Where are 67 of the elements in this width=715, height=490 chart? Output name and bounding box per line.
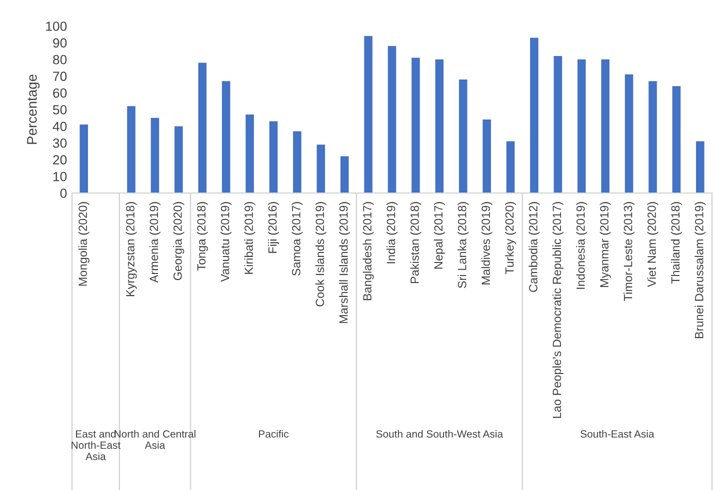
x-tick-label: Kiribati (2019) <box>244 202 256 274</box>
x-tick-label: Myanmar (2019) <box>600 202 611 287</box>
x-tick-label: Mongolia (2020) <box>78 202 90 286</box>
y-tick-label: 40 <box>52 122 67 132</box>
bar <box>577 59 586 193</box>
bar <box>672 86 681 193</box>
x-tick-label: Timor-Leste (2013) <box>624 202 635 301</box>
x-tick-label: Lao People's Democratic Republic (2017) <box>552 202 564 418</box>
bar <box>198 62 207 193</box>
text: Pacific <box>258 430 289 438</box>
bar <box>150 118 160 193</box>
x-tick-label: Cook Islands (2019) <box>315 202 326 306</box>
bar <box>412 58 420 193</box>
y-tick-label: 10 <box>53 172 67 182</box>
bar <box>293 131 302 193</box>
x-tick-label: Kyrgyzstan (2018) <box>126 202 137 296</box>
x-tick-label: Vanuatu (2019) <box>220 202 232 282</box>
y-tick-label: 20 <box>53 155 67 165</box>
x-tick-label: India (2019) <box>386 202 398 264</box>
bar <box>388 46 396 193</box>
bar <box>246 114 254 193</box>
x-tick-label: Cambodia (2012) <box>528 202 540 292</box>
x-tick-label: Pakistan (2018) <box>410 202 422 284</box>
bar <box>696 141 704 193</box>
bar <box>601 59 610 193</box>
x-tick-label: Georgia (2020) <box>173 202 184 280</box>
x-tick-label: Indonesia (2019) <box>576 202 588 289</box>
y-tick-label: 90 <box>53 38 67 48</box>
bar <box>435 59 444 193</box>
bar <box>648 81 657 193</box>
bar <box>174 126 183 193</box>
text: South-East Asia <box>580 430 654 438</box>
x-tick-label: Turkey (2020) <box>505 202 516 274</box>
bar <box>624 74 634 193</box>
bar <box>80 124 88 193</box>
y-tick-label: 80 <box>53 54 67 64</box>
x-tick-label: Brunei Darussalam (2019) <box>694 202 706 338</box>
bar <box>316 144 326 193</box>
y-axis-title: Percentage <box>27 74 40 144</box>
x-tick-label: Nepal (2017) <box>434 202 445 269</box>
y-tick-label: 70 <box>53 72 67 82</box>
bar <box>269 121 278 193</box>
bar <box>340 156 349 193</box>
y-tick-label: 100 <box>46 22 67 31</box>
text: South and South-West Asia <box>376 430 504 438</box>
bar <box>530 38 538 193</box>
y-tick-label: 60 <box>53 88 67 98</box>
y-tick-label: 50 <box>52 105 67 114</box>
x-tick-label: Bangladesh (2017) <box>362 202 374 300</box>
bar <box>554 56 562 193</box>
y-tick-label: 0 <box>60 188 67 198</box>
bar <box>482 120 491 193</box>
x-tick-label: Samoa (2017) <box>292 202 303 276</box>
y-tick-label: 30 <box>52 138 67 148</box>
bar <box>458 79 468 193</box>
bar <box>127 106 136 193</box>
bar <box>364 36 372 193</box>
x-tick-label: Fiji (2016) <box>268 202 279 253</box>
x-tick-label: Sri Lanka (2018) <box>458 202 469 288</box>
bar <box>222 81 230 193</box>
x-tick-label: Viet Nam (2020) <box>647 202 658 288</box>
bar <box>506 141 515 193</box>
x-tick-label: Tonga (2018) <box>196 202 208 271</box>
x-tick-label: Maldives (2019) <box>481 202 492 284</box>
x-tick-label: Armenia (2019) <box>149 202 160 283</box>
x-tick-label: Thailand (2018) <box>670 202 682 284</box>
x-tick-label: Marshall Islands (2019) <box>339 202 350 324</box>
